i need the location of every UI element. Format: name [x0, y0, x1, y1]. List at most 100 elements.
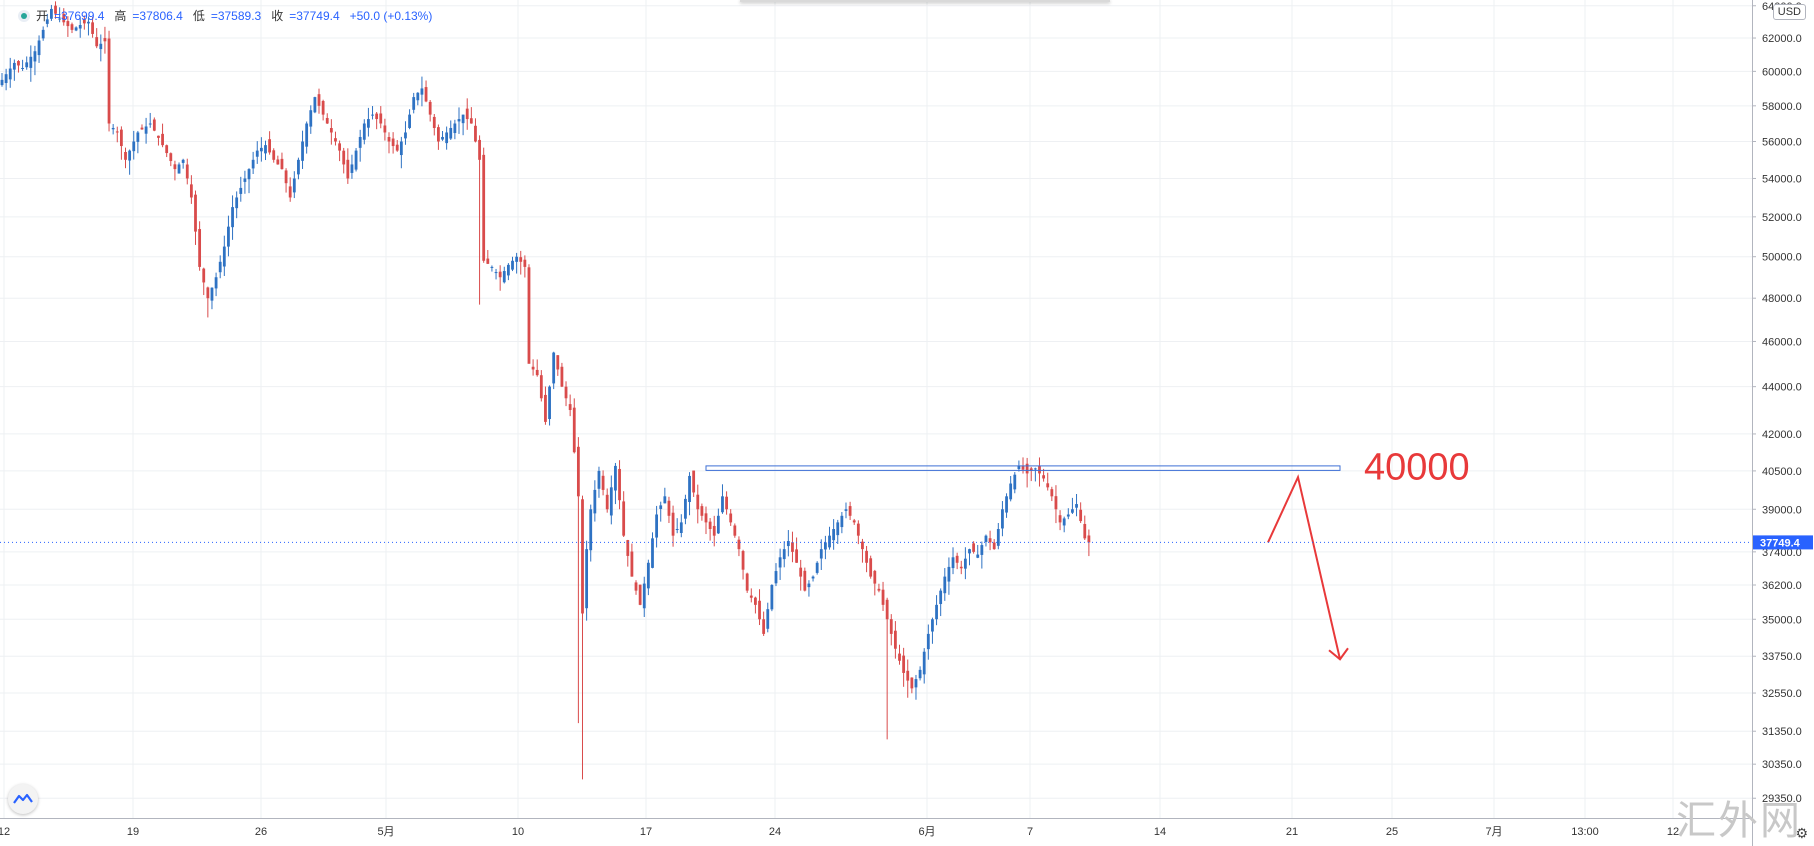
x-tick-label: 21 — [1286, 826, 1298, 838]
candle-body — [424, 87, 428, 102]
candle-body — [490, 266, 494, 268]
candle-body — [918, 669, 922, 679]
candle-body — [305, 123, 309, 147]
candle-body — [1046, 483, 1050, 488]
candle-body — [66, 21, 70, 27]
candle-body — [774, 571, 778, 584]
candle-body — [819, 549, 823, 559]
candle-body — [959, 566, 963, 569]
price-axis-bg — [1752, 0, 1814, 846]
x-tick-label: 7 — [1027, 826, 1033, 838]
candle-body — [103, 38, 107, 42]
candle-body — [457, 119, 461, 122]
x-tick-label: 13:00 — [1571, 826, 1599, 838]
candle-body — [169, 153, 173, 162]
candle-body — [527, 267, 531, 364]
x-tick-label: 12 — [0, 826, 10, 838]
y-tick-label: 36200.0 — [1762, 580, 1802, 592]
candle-body — [317, 94, 321, 106]
candle-body — [1079, 509, 1083, 522]
candle-body — [387, 137, 391, 142]
low-value: =37589.3 — [210, 8, 262, 23]
candle-body — [404, 132, 407, 139]
resistance-level-box[interactable] — [705, 465, 1341, 471]
candle-body — [684, 498, 687, 519]
candle-body — [515, 256, 519, 262]
candle-body — [832, 529, 836, 541]
candle-body — [313, 97, 317, 113]
candle-body — [206, 287, 210, 299]
candle-body — [12, 62, 16, 70]
forecast-arrow[interactable] — [1267, 474, 1341, 660]
candle-body — [910, 677, 914, 689]
candle-body — [535, 369, 539, 376]
candle-body — [1075, 504, 1078, 508]
candle-body — [799, 567, 803, 577]
top-toolbar-edge — [740, 0, 1110, 2]
open-label: 开 — [36, 9, 49, 23]
annotation-layer: 40000 — [0, 446, 1752, 661]
watermark-text: 汇外网 — [1676, 798, 1802, 844]
candle-body — [416, 92, 420, 101]
candle-body — [41, 29, 45, 39]
candle-body — [659, 505, 663, 509]
candle-body — [980, 545, 984, 555]
candle-body — [852, 520, 856, 523]
x-tick-label: 10 — [512, 826, 524, 838]
candle-body — [634, 582, 638, 591]
candle-body — [766, 609, 770, 629]
candle-body — [848, 506, 852, 516]
candle-body — [576, 446, 580, 497]
candle-body — [214, 277, 218, 289]
candle-body — [486, 258, 490, 264]
candle-body — [556, 355, 560, 370]
candle-body — [865, 550, 868, 563]
y-tick-label: 40500.0 — [1762, 466, 1802, 478]
candle-body — [889, 619, 893, 634]
candle-body — [898, 653, 901, 661]
candle-body — [17, 61, 20, 66]
gear-icon[interactable]: ⚙ — [1795, 825, 1808, 841]
currency-badge[interactable]: USD — [1772, 4, 1806, 20]
y-tick-label: 31350.0 — [1762, 726, 1802, 738]
current-price-tag[interactable] — [1753, 535, 1813, 550]
y-tick-label: 30350.0 — [1762, 759, 1802, 771]
candle-body — [692, 470, 696, 493]
candle-body — [346, 159, 350, 179]
candle-body — [951, 557, 955, 569]
candle-body — [712, 525, 716, 536]
candle-body — [399, 141, 403, 156]
candle-body — [996, 529, 1000, 546]
candle-body — [383, 125, 387, 133]
candle-body — [1021, 466, 1025, 470]
candle-body — [128, 150, 132, 161]
candle-body — [807, 583, 811, 588]
candle-body — [461, 114, 465, 124]
y-tick-label: 56000.0 — [1762, 136, 1802, 148]
candle-body — [189, 184, 193, 198]
candle-body — [688, 475, 691, 503]
candle-body — [568, 404, 572, 411]
candle-body — [482, 154, 486, 261]
candle-body — [78, 25, 82, 29]
candle-body — [626, 540, 630, 556]
candle-body — [745, 573, 749, 591]
candle-body — [367, 119, 370, 128]
price-axis: 29350.0 30350.0 31350.0 32550.0 33750.0 35000… — [1752, 0, 1814, 846]
status-dot-icon[interactable] — [18, 9, 30, 22]
y-tick-label: 52000.0 — [1762, 212, 1802, 224]
candle-body — [342, 150, 346, 165]
candle-body — [1033, 468, 1037, 470]
y-tick-label: 37400.0 — [1762, 547, 1802, 559]
candle-body — [786, 541, 790, 547]
candle-body — [62, 13, 66, 23]
candle-body — [469, 118, 473, 124]
candle-body — [840, 515, 844, 528]
candle-body — [914, 679, 918, 688]
candle-body — [646, 562, 650, 589]
candle-body — [976, 554, 980, 558]
tradingview-logo-icon[interactable] — [8, 784, 38, 814]
candle-body — [663, 496, 667, 504]
candle-body — [243, 178, 247, 182]
